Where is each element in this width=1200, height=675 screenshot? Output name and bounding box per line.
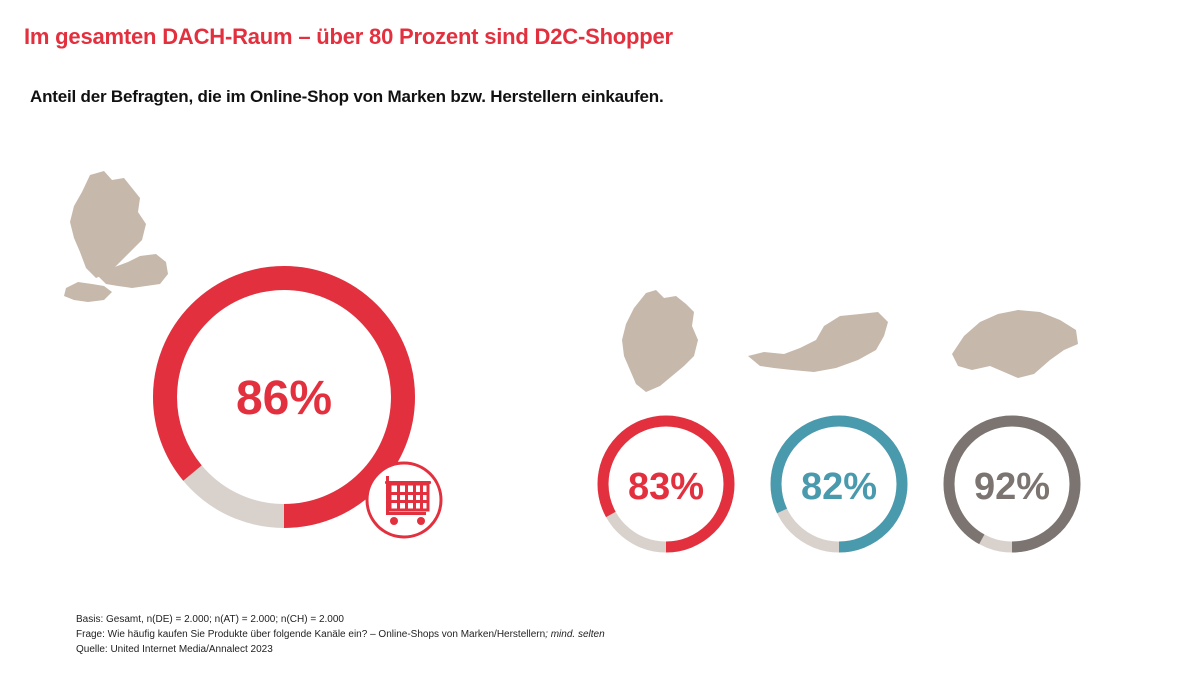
donut-value-label: 82% xyxy=(801,466,877,508)
footnotes: Basis: Gesamt, n(DE) = 2.000; n(AT) = 2.… xyxy=(76,612,605,657)
donut-arc xyxy=(153,266,415,528)
donut-at: 82% xyxy=(770,415,908,553)
germany-map-icon xyxy=(622,290,698,392)
page-subtitle: Anteil der Befragten, die im Online-Shop… xyxy=(30,87,664,106)
austria-map-icon xyxy=(748,312,888,372)
donut-arc xyxy=(943,415,1081,553)
switzerland-map-icon xyxy=(952,310,1078,378)
shopping-cart-icon xyxy=(365,461,443,539)
note-frage-italic: ; mind. selten xyxy=(545,629,605,640)
donut-value-label: 86% xyxy=(236,372,332,425)
donut-de: 83% xyxy=(597,415,735,553)
note-frage: Frage: Wie häufig kaufen Sie Produkte üb… xyxy=(76,627,605,642)
donut-arc xyxy=(770,415,908,553)
donut-value-label: 83% xyxy=(628,466,704,508)
donut-arc xyxy=(597,415,735,553)
note-quelle: Quelle: United Internet Media/Annalect 2… xyxy=(76,644,273,655)
note-basis: Basis: Gesamt, n(DE) = 2.000; n(AT) = 2.… xyxy=(76,614,344,625)
donut-value-label: 92% xyxy=(974,466,1050,508)
note-frage-text: Frage: Wie häufig kaufen Sie Produkte üb… xyxy=(76,629,546,640)
page-title: Im gesamten DACH-Raum – über 80 Prozent … xyxy=(24,24,673,49)
donut-dach: 86% xyxy=(153,266,415,528)
donut-ch: 92% xyxy=(943,415,1081,553)
dach-map-icon xyxy=(64,171,168,302)
